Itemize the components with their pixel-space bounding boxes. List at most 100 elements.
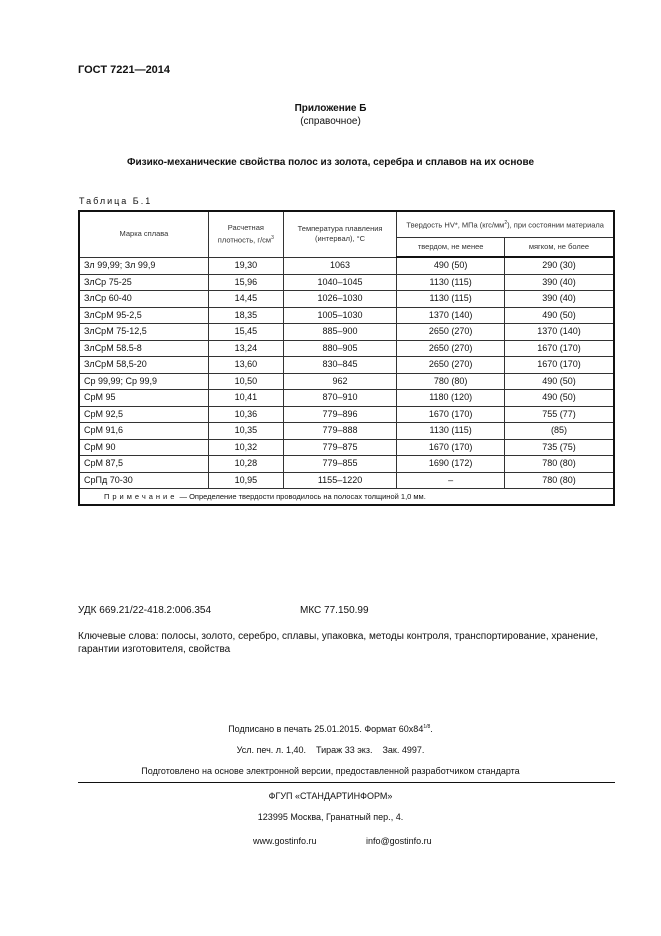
table-row: СрМ 92,5 10,36 779–896 1670 (170) 755 (77) <box>78 405 615 423</box>
cell-density: 19,30 <box>207 256 284 275</box>
cell-hard: 2650 (270) <box>396 323 505 341</box>
cell-hard: 2650 (270) <box>396 356 505 374</box>
header-hardness-text: Твердость HV*, МПа (кгс/мм <box>406 220 505 230</box>
cell-soft: 390 (40) <box>503 290 615 308</box>
cell-alloy: СрМ 95 <box>78 389 209 407</box>
header-soft: мягком, не более <box>503 236 615 258</box>
header-hard: твердом, не менее <box>396 236 505 258</box>
cell-density: 15,96 <box>207 273 284 291</box>
cell-hard: 2650 (270) <box>396 339 505 357</box>
cell-melting: 779–875 <box>282 438 398 456</box>
note-text: — Определение твердости проводилось на п… <box>179 492 426 501</box>
table-row: ЗлСр 60-40 14,45 1026–1030 1130 (115) 390 (4… <box>78 290 615 308</box>
table-row: СрМ 91,6 10,35 779–888 1130 (115) (85) <box>78 422 615 440</box>
cell-soft: 755 (77) <box>503 405 615 423</box>
cell-hard: 1690 (172) <box>396 455 505 473</box>
cell-density: 10,41 <box>207 389 284 407</box>
header-density: Расчетная плотность, г/см3 <box>207 210 284 258</box>
cell-soft: 780 (80) <box>503 471 615 489</box>
note-label: Примечание <box>104 492 178 501</box>
header-hardness-sup: 2 <box>504 220 508 226</box>
cell-soft: 780 (80) <box>503 455 615 473</box>
cell-soft: 1670 (170) <box>503 356 615 374</box>
cell-density: 13,24 <box>207 339 284 357</box>
header-hardness-end: ), при состоянии материала <box>507 220 604 230</box>
cell-hard: 1130 (115) <box>396 273 505 291</box>
cell-soft: 490 (50) <box>503 306 615 324</box>
cell-soft: (85) <box>503 422 615 440</box>
cell-density: 10,36 <box>207 405 284 423</box>
divider <box>78 782 615 783</box>
properties-table: Марка сплава Расчетная плотность, г/см3 … <box>78 210 615 506</box>
header-alloy: Марка сплава <box>78 210 209 258</box>
mks-code: МКС 77.150.99 <box>300 605 369 616</box>
cell-melting: 1155–1220 <box>282 471 398 489</box>
format-fraction: 1/8 <box>423 724 431 730</box>
table-row: ЗлСрМ 95-2,5 18,35 1005–1030 1370 (140) 490 … <box>78 306 615 324</box>
section-title: Физико-механические свойства полос из зо… <box>126 157 535 168</box>
header-melting-text: Температура плавления (интервал), °С <box>297 224 383 244</box>
cell-melting: 870–910 <box>282 389 398 407</box>
cell-hard: 1130 (115) <box>396 422 505 440</box>
annex-title: Приложение Б <box>294 103 367 114</box>
cell-hard: 1670 (170) <box>396 405 505 423</box>
table-row: ЗлСрМ 58,5-20 13,60 830–845 2650 (270) 1670 … <box>78 356 615 374</box>
cell-alloy: ЗлСрМ 75-12,5 <box>78 323 209 341</box>
header-density-text: Расчетная плотность, г/см <box>217 223 272 245</box>
cell-melting: 779–888 <box>282 422 398 440</box>
cell-alloy: ЗлСрМ 58,5-20 <box>78 356 209 374</box>
cell-density: 10,32 <box>207 438 284 456</box>
table-row: Ср 99,99; Ср 99,9 10,50 962 780 (80) 490 (50… <box>78 372 615 390</box>
cell-alloy: ЗлСр 75-25 <box>78 273 209 291</box>
cell-alloy: СрМ 91,6 <box>78 422 209 440</box>
imprint-print-info: Усл. печ. л. 1,40. Тираж 33 экз. Зак. 49… <box>236 745 425 755</box>
cell-hard: 1130 (115) <box>396 290 505 308</box>
cell-alloy: Зл 99,99; Зл 99,9 <box>78 256 209 275</box>
table-row: СрПд 70-30 10,95 1155–1220–780 (80) <box>78 471 615 489</box>
cell-soft: 390 (40) <box>503 273 615 291</box>
table-note: Примечание — Определение твердости прово… <box>78 488 615 506</box>
signed-text: Подписано в печать 25.01.2015. Формат 60… <box>228 724 424 734</box>
cell-alloy: СрМ 87,5 <box>78 455 209 473</box>
email-link[interactable]: info@gostinfo.ru <box>366 836 432 846</box>
cell-density: 10,95 <box>207 471 284 489</box>
cell-soft: 1670 (170) <box>503 339 615 357</box>
cell-soft: 490 (50) <box>503 372 615 390</box>
cell-hard: 1670 (170) <box>396 438 505 456</box>
document-code: ГОСТ 7221—2014 <box>78 64 171 76</box>
cell-soft: 490 (50) <box>503 389 615 407</box>
cell-soft: 735 (75) <box>503 438 615 456</box>
table-caption: Таблица Б.1 <box>79 196 153 206</box>
header-hardness: Твердость HV*, МПа (кгс/мм2), при состоя… <box>396 210 615 238</box>
cell-density: 15,45 <box>207 323 284 341</box>
cell-alloy: СрМ 90 <box>78 438 209 456</box>
cell-soft: 1370 (140) <box>503 323 615 341</box>
cell-density: 14,45 <box>207 290 284 308</box>
website-link[interactable]: www.gostinfo.ru <box>253 836 317 846</box>
cell-hard: 1180 (120) <box>396 389 505 407</box>
cell-melting: 1063 <box>282 256 398 275</box>
table-row: ЗлСр 75-25 15,96 1040–1045 1130 (115) 390 (4… <box>78 273 615 291</box>
cell-density: 10,35 <box>207 422 284 440</box>
table-row: СрМ 87,5 10,28 779–855 1690 (172) 780 (80) <box>78 455 615 473</box>
table-row: СрМ 90 10,32 779–875 1670 (170) 735 (75) <box>78 438 615 456</box>
cell-melting: 885–900 <box>282 323 398 341</box>
annex-subtitle: (справочное) <box>300 116 361 127</box>
table-row: Зл 99,99; Зл 99,9 19,30 1063 490 (50) 290 (3… <box>78 256 615 275</box>
cell-density: 10,28 <box>207 455 284 473</box>
header-density-sup: 3 <box>271 235 274 241</box>
cell-density: 10,50 <box>207 372 284 390</box>
cell-hard: 780 (80) <box>396 372 505 390</box>
cell-alloy: ЗлСр 60-40 <box>78 290 209 308</box>
table-row: ЗлСрМ 58.5-8 13,24 880–905 2650 (270) 1670 (… <box>78 339 615 357</box>
cell-alloy: ЗлСрМ 58.5-8 <box>78 339 209 357</box>
imprint-prepared: Подготовлено на основе электронной верси… <box>141 766 520 776</box>
publisher-address: 123995 Москва, Гранатный пер., 4. <box>257 812 404 822</box>
header-alloy-text: Марка сплава <box>119 229 169 239</box>
cell-density: 13,60 <box>207 356 284 374</box>
cell-hard: 1370 (140) <box>396 306 505 324</box>
udk-code: УДК 669.21/22-418.2:006.354 <box>78 605 212 616</box>
cell-melting: 880–905 <box>282 339 398 357</box>
cell-alloy: СрМ 92,5 <box>78 405 209 423</box>
